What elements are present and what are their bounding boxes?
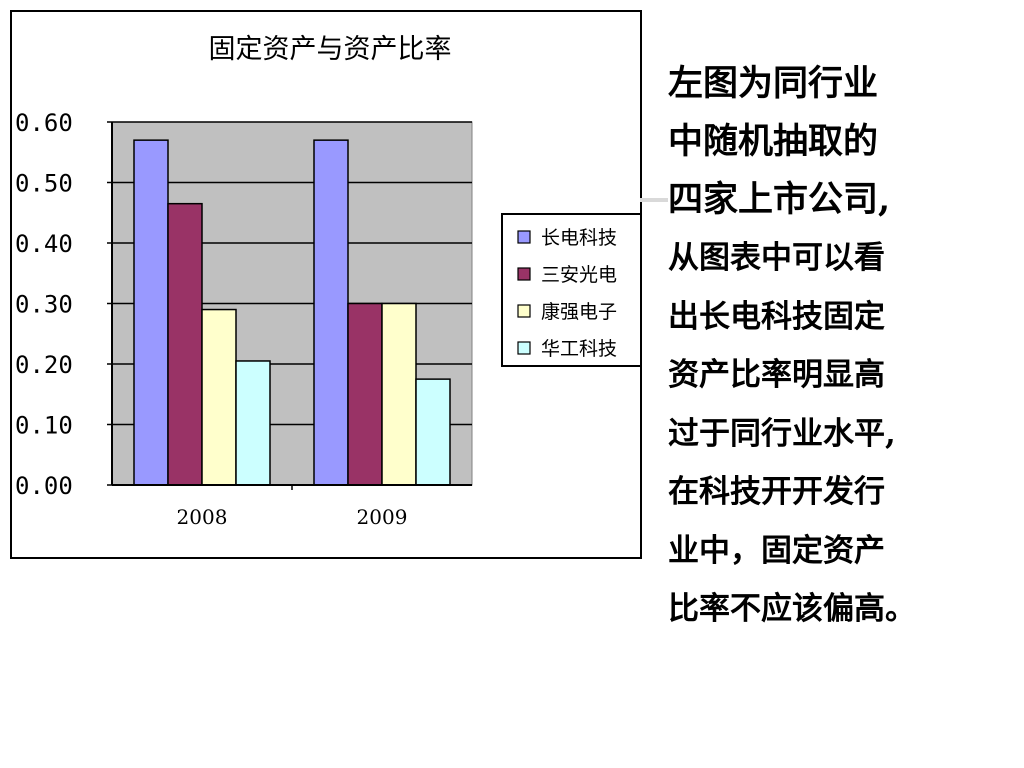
chart-title: 固定资产与资产比率 [209, 34, 452, 65]
bar [313, 139, 349, 486]
bar [201, 308, 237, 486]
legend-label: 长电科技 [541, 227, 617, 249]
y-tick-label: 0.20 [15, 351, 73, 379]
bar [415, 378, 451, 486]
bar [381, 302, 417, 486]
text-line: 出长电科技固定 [668, 298, 885, 335]
text-line: 左图为同行业 [668, 63, 879, 104]
text-line: 资产比率明显高 [668, 357, 885, 393]
legend-swatch [517, 341, 531, 355]
text-line: 过于同行业水平, [668, 415, 896, 452]
y-tick-label: 0.40 [15, 230, 73, 258]
y-tick-label: 0.00 [15, 472, 73, 500]
legend-label: 华工科技 [541, 338, 617, 360]
x-tick-label: 2008 [177, 505, 228, 529]
bar [167, 202, 203, 486]
plot-area: 0.00 0.10 0.20 0.30 0.40 0.50 0.60 2008 2009 [15, 109, 473, 529]
y-tick-label: 0.50 [15, 170, 73, 198]
text-line: 在科技开开发行 [668, 474, 885, 510]
body-paragraph: 从图表中可以看 出长电科技固定 资产比率明显高 过于同行业水平, 在科技开开发行… [668, 229, 968, 639]
legend-label: 康强电子 [541, 301, 617, 323]
side-description: 左图为同行业 中随机抽取的 四家上市公司, 从图表中可以看 出长电科技固定 资产… [668, 55, 968, 639]
text-line: 比率不应该偏高。 [668, 591, 916, 627]
decorative-rule [640, 198, 668, 202]
text-line: 中随机抽取的 [668, 121, 879, 162]
y-tick-label: 0.60 [15, 109, 73, 137]
y-tick-label: 0.30 [15, 291, 73, 319]
legend-swatch [517, 267, 531, 281]
text-line: 四家上市公司, [668, 179, 891, 220]
text-line: 业中，固定资产 [668, 532, 885, 569]
y-tick-label: 0.10 [15, 412, 73, 440]
text-line: 从图表中可以看 [668, 240, 885, 276]
legend-label: 三安光电 [541, 264, 617, 286]
bar [133, 139, 169, 486]
x-tick-label: 2009 [357, 505, 408, 529]
lead-paragraph: 左图为同行业 中随机抽取的 四家上市公司, [668, 55, 968, 229]
legend-swatch [517, 304, 531, 318]
bar [347, 302, 383, 486]
legend-swatch [517, 230, 531, 244]
chart-frame: 固定资产与资产比率 0.00 0.10 0.20 0.30 0.40 0.50 0.60 20… [10, 10, 642, 559]
bar [235, 360, 271, 486]
bar-chart: 固定资产与资产比率 0.00 0.10 0.20 0.30 0.40 0.50 0.60 20… [15, 34, 640, 529]
